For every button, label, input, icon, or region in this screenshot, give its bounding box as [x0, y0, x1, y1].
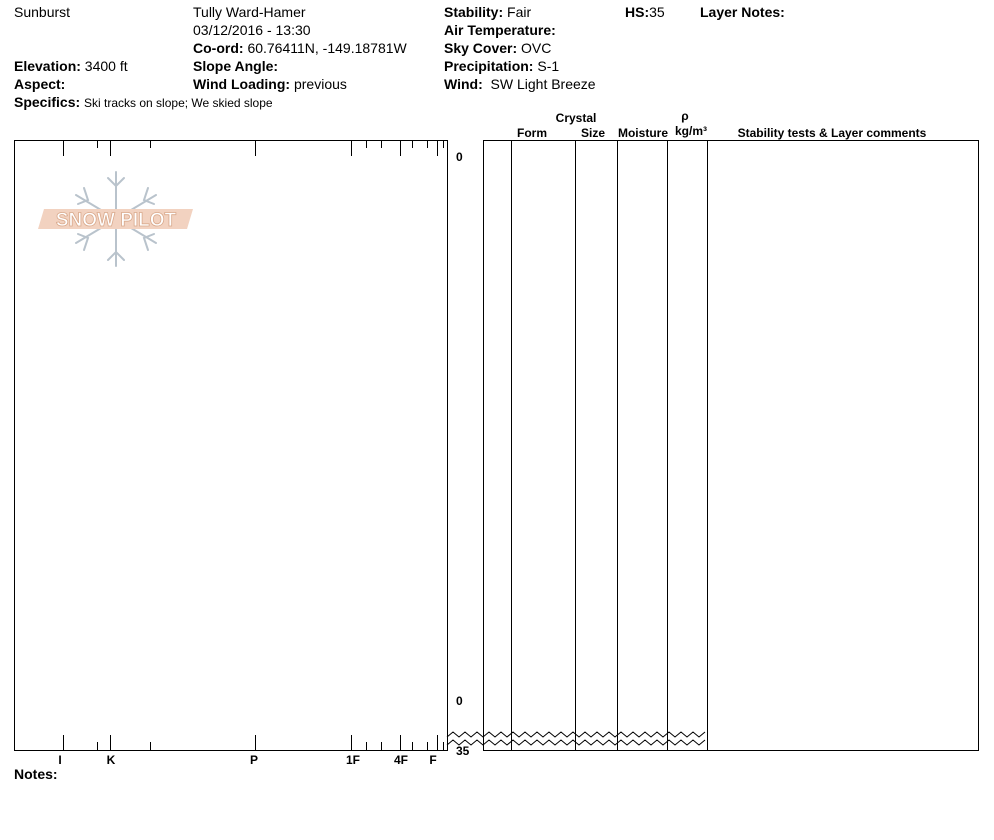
- location: Sunburst: [14, 4, 71, 20]
- column-header: Form: [517, 126, 547, 140]
- column-header: Moisture: [618, 126, 668, 140]
- field-value: 3400 ft: [84, 58, 128, 74]
- field-value: OVC: [521, 40, 552, 56]
- field-label: Slope Angle:: [193, 58, 279, 74]
- field-value: SW Light Breeze: [490, 76, 596, 92]
- field-label: Notes:: [14, 766, 58, 782]
- field-value: previous: [293, 76, 347, 92]
- logo: SNOW PILOT: [38, 171, 193, 267]
- field-label: Sky Cover:: [444, 40, 518, 56]
- depth-label: 35: [456, 744, 470, 758]
- field-label: HS:: [625, 4, 650, 20]
- column-header: Crystal: [556, 111, 597, 125]
- elevation: Elevation: 3400 ft: [14, 58, 128, 74]
- slope-angle: Slope Angle:: [193, 58, 278, 74]
- specifics: Specifics: Ski tracks on slope; We skied…: [14, 94, 273, 111]
- column-lines: [511, 140, 708, 750]
- field-label: Elevation:: [14, 58, 81, 74]
- hardness-ticks: [63, 140, 444, 750]
- sky-cover: Sky Cover: OVC: [444, 40, 551, 56]
- depth-label: 0: [456, 150, 463, 164]
- field-label: Co-ord:: [193, 40, 244, 56]
- field-label: Wind:: [444, 76, 483, 92]
- field-label: Air Temperature:: [444, 22, 556, 38]
- field-value: S-1: [537, 58, 560, 74]
- hardness-label: F: [429, 753, 436, 767]
- column-header: ρ: [681, 109, 688, 123]
- hardness-label: P: [250, 753, 258, 767]
- hs: HS:35: [625, 4, 665, 20]
- wind: Wind: SW Light Breeze: [444, 76, 596, 92]
- field-label: Precipitation:: [444, 58, 534, 74]
- stability: Stability: Fair: [444, 4, 531, 20]
- hardness-label: K: [107, 753, 116, 767]
- field-label: Specifics:: [14, 94, 81, 110]
- field-label: Stability:: [444, 4, 504, 20]
- field-label: Wind Loading:: [193, 76, 291, 92]
- wind-loading: Wind Loading: previous: [193, 76, 347, 92]
- column-header: Size: [581, 126, 605, 140]
- field-label: Layer Notes:: [700, 4, 785, 20]
- logo-text: SNOW PILOT: [56, 210, 177, 231]
- layer-table-frame: [483, 140, 979, 751]
- profile-frame: [14, 140, 448, 751]
- field-value: Fair: [507, 4, 532, 20]
- field-value: 60.76411N, -149.18781W: [247, 40, 407, 56]
- aspect: Aspect:: [14, 76, 65, 92]
- field-value: Ski tracks on slope; We skied slope: [84, 96, 273, 110]
- hardness-label: 1F: [346, 753, 360, 767]
- depth-label: 0: [456, 694, 463, 708]
- hardness-label: I: [58, 753, 61, 767]
- column-header: Stability tests & Layer comments: [738, 126, 927, 140]
- field-value: 35: [649, 4, 665, 20]
- datetime: 03/12/2016 - 13:30: [193, 22, 311, 38]
- field-label: Aspect:: [14, 76, 66, 92]
- column-header: kg/m³: [675, 124, 707, 138]
- precipitation: Precipitation: S-1: [444, 58, 559, 74]
- air-temperature: Air Temperature:: [444, 22, 556, 38]
- observer: Tully Ward-Hamer: [193, 4, 306, 20]
- notes: Notes:: [14, 766, 58, 782]
- layer-notes: Layer Notes:: [700, 4, 785, 20]
- hardness-label: 4F: [394, 753, 408, 767]
- coord: Co-ord: 60.76411N, -149.18781W: [193, 40, 407, 56]
